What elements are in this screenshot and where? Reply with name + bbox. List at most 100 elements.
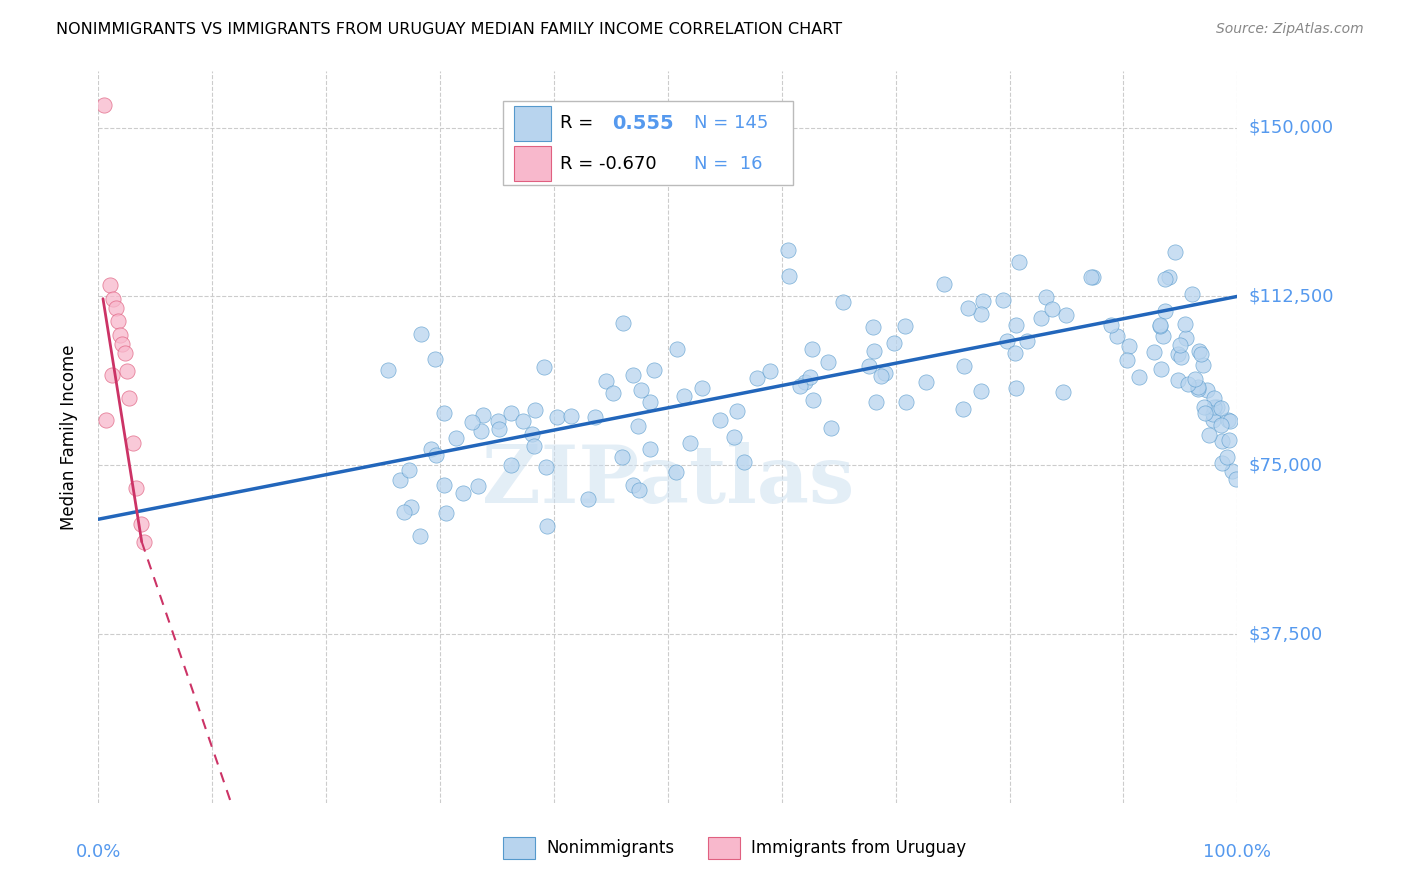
- Point: [1181, 286, 1204, 301]
- Point: [488, 421, 510, 435]
- Point: [467, 478, 489, 492]
- Point: [679, 436, 702, 450]
- Point: [108, 327, 131, 342]
- Point: [536, 519, 558, 533]
- Point: [111, 336, 134, 351]
- Point: [1218, 433, 1240, 447]
- Point: [1188, 343, 1211, 358]
- Point: [1225, 472, 1247, 486]
- Point: [444, 431, 467, 445]
- Point: [1211, 418, 1233, 433]
- Text: ZIPatlas: ZIPatlas: [482, 442, 853, 520]
- Point: [776, 243, 799, 257]
- Point: [401, 500, 423, 514]
- Point: [121, 435, 143, 450]
- Y-axis label: Median Family Income: Median Family Income: [59, 344, 77, 530]
- Point: [778, 268, 800, 283]
- Point: [862, 320, 884, 334]
- Point: [1216, 413, 1239, 427]
- Point: [627, 418, 650, 433]
- Point: [970, 307, 993, 321]
- Text: 0.555: 0.555: [612, 114, 673, 133]
- Point: [114, 345, 136, 359]
- Point: [638, 442, 661, 456]
- FancyBboxPatch shape: [503, 101, 793, 185]
- Text: R =: R =: [560, 114, 599, 132]
- Point: [433, 478, 456, 492]
- FancyBboxPatch shape: [515, 146, 551, 181]
- Point: [1184, 372, 1206, 386]
- Point: [1105, 329, 1128, 343]
- Point: [621, 477, 644, 491]
- Point: [991, 293, 1014, 307]
- Point: [1170, 338, 1192, 352]
- Point: [1192, 358, 1215, 372]
- Point: [472, 408, 495, 422]
- Point: [1116, 352, 1139, 367]
- Point: [1215, 450, 1237, 464]
- Point: [104, 301, 127, 315]
- Point: [610, 450, 633, 464]
- Point: [723, 430, 745, 444]
- Point: [894, 394, 917, 409]
- Point: [434, 506, 457, 520]
- Point: [820, 421, 842, 435]
- Point: [1052, 384, 1074, 399]
- Point: [1005, 318, 1028, 332]
- Point: [1189, 347, 1212, 361]
- Point: [523, 403, 546, 417]
- Point: [460, 415, 482, 429]
- Point: [125, 481, 148, 495]
- Point: [96, 413, 118, 427]
- Text: 0.0%: 0.0%: [76, 843, 121, 861]
- Point: [1150, 362, 1173, 376]
- Point: [115, 364, 138, 378]
- Point: [1040, 302, 1063, 317]
- Text: N =  16: N = 16: [695, 154, 762, 173]
- Point: [799, 369, 821, 384]
- Point: [486, 414, 509, 428]
- Point: [800, 342, 823, 356]
- Point: [870, 368, 893, 383]
- Point: [1167, 346, 1189, 360]
- Point: [970, 384, 993, 398]
- Point: [560, 409, 582, 424]
- Point: [817, 355, 839, 369]
- Point: [1202, 400, 1225, 414]
- Point: [470, 424, 492, 438]
- Point: [1209, 401, 1232, 415]
- Point: [690, 381, 713, 395]
- Point: [1015, 334, 1038, 349]
- Point: [595, 374, 617, 388]
- Text: $37,500: $37,500: [1249, 625, 1323, 643]
- Text: R = -0.670: R = -0.670: [560, 154, 657, 173]
- Point: [793, 376, 815, 390]
- Text: N = 145: N = 145: [695, 114, 769, 132]
- Point: [534, 460, 557, 475]
- Point: [1099, 318, 1122, 332]
- Point: [433, 406, 456, 420]
- Point: [1149, 318, 1171, 333]
- Text: 100.0%: 100.0%: [1204, 843, 1271, 861]
- Point: [1083, 269, 1105, 284]
- Point: [546, 409, 568, 424]
- Point: [1164, 245, 1187, 260]
- Point: [863, 344, 886, 359]
- Point: [972, 293, 994, 308]
- Text: NONIMMIGRANTS VS IMMIGRANTS FROM URUGUAY MEDIAN FAMILY INCOME CORRELATION CHART: NONIMMIGRANTS VS IMMIGRANTS FROM URUGUAY…: [56, 22, 842, 37]
- Point: [858, 359, 880, 373]
- Point: [1198, 428, 1220, 442]
- Point: [865, 395, 887, 409]
- Point: [1195, 384, 1218, 398]
- Point: [1149, 318, 1171, 332]
- Point: [1152, 329, 1174, 343]
- Point: [643, 363, 665, 377]
- Point: [1154, 272, 1177, 286]
- Point: [1054, 308, 1077, 322]
- Point: [522, 439, 544, 453]
- Point: [1220, 463, 1243, 477]
- FancyBboxPatch shape: [707, 838, 740, 859]
- Point: [725, 404, 748, 418]
- Point: [956, 301, 979, 315]
- Point: [1128, 369, 1150, 384]
